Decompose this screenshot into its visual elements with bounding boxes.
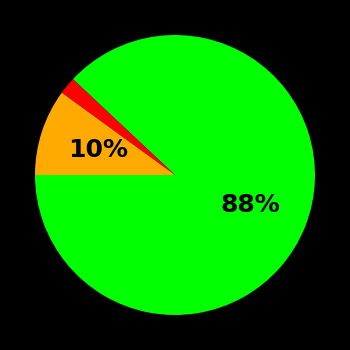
Wedge shape [35, 93, 175, 175]
Wedge shape [35, 35, 315, 315]
Text: 88%: 88% [220, 193, 280, 217]
Text: 10%: 10% [68, 138, 128, 162]
Wedge shape [62, 79, 175, 175]
